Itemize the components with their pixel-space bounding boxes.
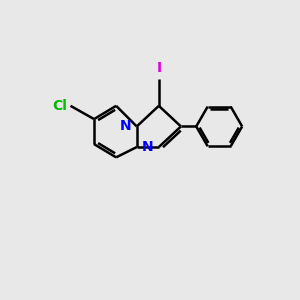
Text: N: N bbox=[120, 119, 131, 134]
Text: I: I bbox=[156, 61, 161, 75]
Text: Cl: Cl bbox=[53, 99, 68, 113]
Text: N: N bbox=[142, 140, 154, 154]
